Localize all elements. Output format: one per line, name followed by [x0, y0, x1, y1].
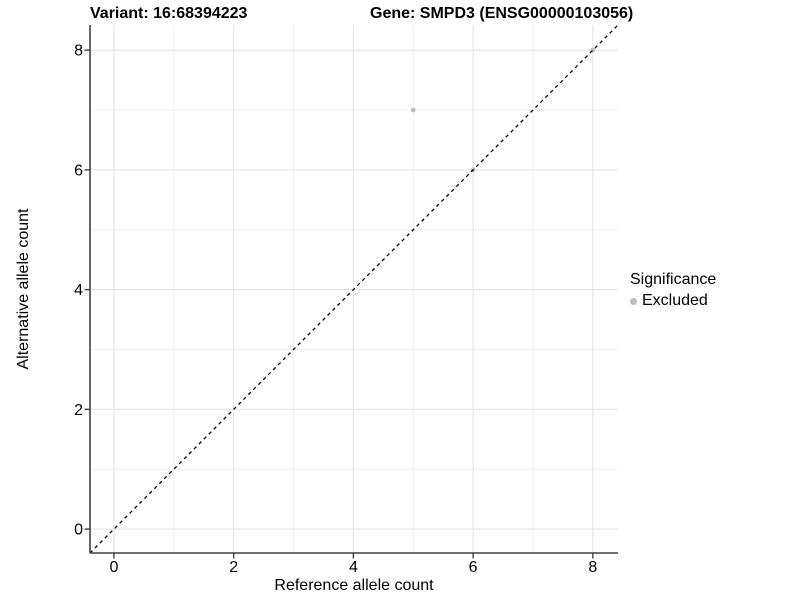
y-tick-label: 4	[74, 282, 83, 299]
legend-item-excluded: Excluded	[630, 292, 716, 310]
y-tick-label: 2	[74, 402, 83, 419]
y-tick-label: 0	[74, 522, 83, 539]
gene-title: Gene: SMPD3 (ENSG00000103056)	[370, 5, 634, 22]
legend-title: Significance	[630, 271, 717, 288]
legend-point-icon	[630, 297, 637, 305]
legend: Significance Excluded	[630, 271, 716, 310]
y-tick-label: 8	[74, 43, 83, 60]
x-axis-title: Reference allele count	[274, 577, 434, 594]
x-tick-label: 2	[229, 559, 238, 576]
y-axis-title: Alternative allele count	[15, 208, 32, 370]
x-tick-label: 0	[109, 559, 118, 576]
variant-title: Variant: 16:68394223	[90, 5, 248, 22]
x-tick-label: 4	[349, 559, 358, 576]
x-tick-label: 8	[588, 559, 597, 576]
x-tick-label: 6	[469, 559, 478, 576]
data-point	[410, 107, 416, 113]
y-tick-label: 6	[74, 162, 83, 179]
legend-item-label: Excluded	[642, 292, 708, 309]
identity-reference-line	[89, 24, 619, 554]
